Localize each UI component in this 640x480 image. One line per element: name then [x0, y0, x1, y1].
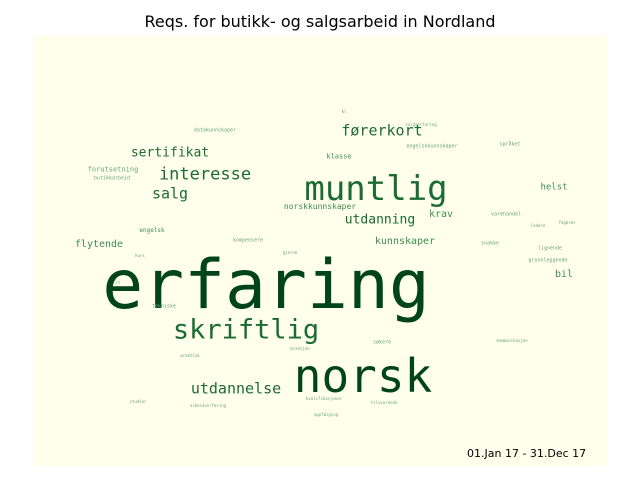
cloud-word: oppfølging — [313, 412, 339, 417]
cloud-word: muntlig — [304, 169, 448, 209]
cloud-word: kurs — [135, 253, 145, 258]
cloud-word: kl — [341, 109, 347, 114]
cloud-word: arbeidserfaring — [189, 403, 227, 408]
cloud-word: kvalifikasjoner — [305, 396, 343, 401]
cloud-word: engelsk — [139, 227, 165, 234]
chart-title: Reqs. for butikk- og salgsarbeid in Nord… — [144, 12, 496, 31]
date-range-label: 01.Jan 17 - 31.Dec 17 — [467, 447, 587, 460]
cloud-word: varehandel — [490, 211, 522, 218]
cloud-word: utdannelse — [190, 379, 282, 398]
cloud-word: salgserfaring — [405, 122, 437, 127]
cloud-word: praktisk — [180, 353, 200, 358]
cloud-word: tekniske — [151, 303, 177, 310]
cloud-word: helst — [540, 182, 568, 193]
cloud-word: klasse — [326, 152, 352, 161]
cloud-word: forutsetning — [87, 165, 139, 174]
cloud-word: språket — [499, 141, 521, 148]
cloud-word: datakunnskaper — [193, 127, 237, 134]
cloud-word: bransjen — [290, 346, 310, 351]
cloud-word: kommunikasjon — [496, 338, 528, 343]
cloud-word: butikkarbeid — [93, 175, 131, 182]
cloud-word: snakke — [480, 240, 500, 247]
cloud-word: tilsvarende — [370, 400, 398, 405]
cloud-word: søkere — [372, 339, 392, 346]
cloud-word: lignende — [537, 245, 563, 252]
cloud-word: krav — [428, 209, 454, 220]
cloud-word: kunnskaper — [374, 236, 436, 247]
cloud-word: bil — [554, 269, 574, 280]
cloud-word: interesse — [158, 164, 252, 185]
cloud-word: salg — [151, 184, 189, 203]
word-cloud: erfaring norsk muntlig skriftlig utdannelse i… — [34, 36, 607, 466]
cloud-word: førerkort — [341, 121, 423, 140]
cloud-word: studier — [129, 399, 147, 404]
cloud-word: norskkunnskaper — [283, 202, 357, 211]
cloud-word: fagbrev — [558, 220, 576, 225]
cloud-word: kompensere — [232, 237, 264, 244]
cloud-word: engelskkunnskaper — [406, 143, 458, 150]
cloud-word: grunnleggende — [528, 257, 568, 264]
cloud-word: sertifikat — [130, 145, 210, 161]
cloud-word: utdanning — [344, 212, 416, 228]
cloud-word: erfaring — [102, 246, 430, 325]
cloud-word: flytende — [74, 239, 124, 250]
cloud-word: it — [115, 280, 121, 285]
cloud-word: skriftlig — [172, 314, 320, 346]
cloud-word: norsk — [293, 349, 433, 403]
cloud-word: ledere — [530, 223, 546, 228]
cloud-word: gjerne — [282, 250, 298, 255]
